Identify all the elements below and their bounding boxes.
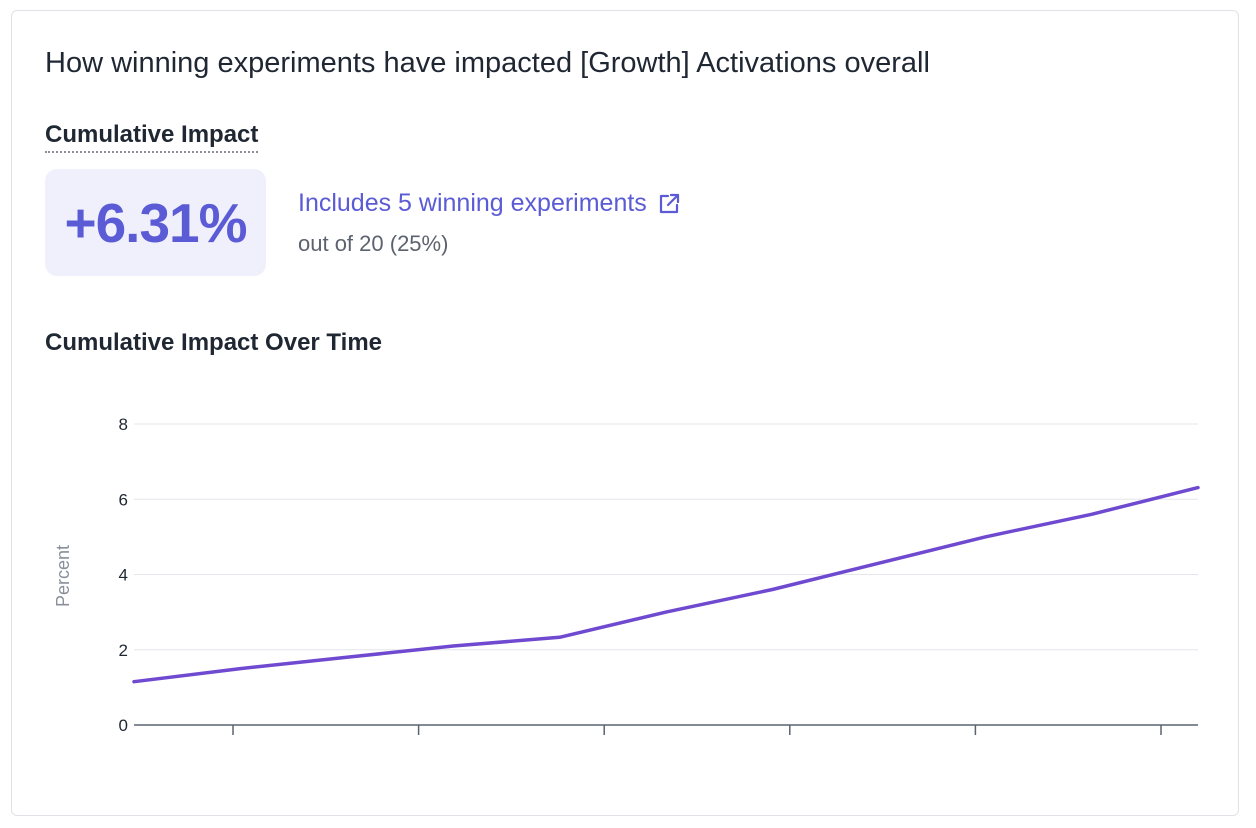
y-tick-label: 8	[119, 415, 128, 434]
y-tick-label: 6	[119, 490, 128, 509]
series-line[interactable]	[132, 485, 1200, 684]
winning-experiments-link[interactable]: Includes 5 winning experiments	[298, 189, 681, 218]
y-axis-label: Percent	[53, 545, 73, 607]
card-title: How winning experiments have impacted [G…	[45, 47, 930, 79]
impact-value: +6.31%	[64, 191, 247, 254]
external-link-icon[interactable]	[657, 192, 681, 216]
y-tick-label: 2	[119, 641, 128, 660]
y-tick-label: 4	[119, 566, 128, 585]
chart-title: Cumulative Impact Over Time	[45, 329, 383, 356]
impact-value-box: +6.31%	[45, 169, 266, 276]
out-of-text: out of 20 (25%)	[298, 231, 449, 256]
winning-experiments-link-text[interactable]: Includes 5 winning experiments	[298, 189, 647, 217]
series-layer	[132, 485, 1200, 684]
impact-card: How winning experiments have impacted [G…	[11, 10, 1239, 816]
cumulative-impact-label[interactable]: Cumulative Impact	[45, 121, 259, 153]
y-tick-label: 0	[119, 716, 128, 735]
axis-layer: 0 2 4 6 8	[119, 415, 1198, 735]
grid-layer	[134, 423, 1198, 651]
